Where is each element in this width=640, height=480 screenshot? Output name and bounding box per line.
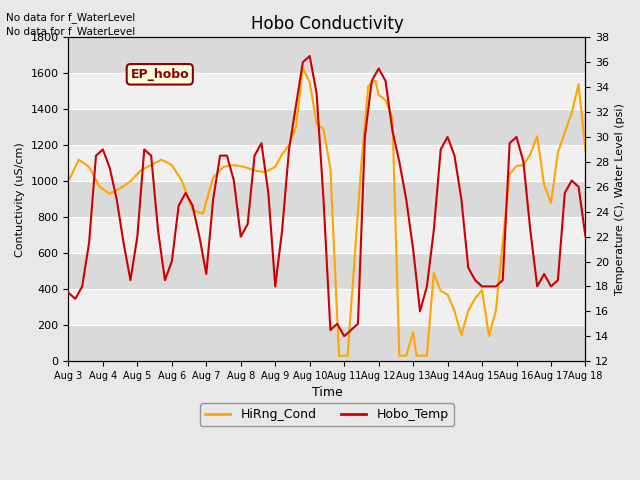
Text: No data for f_WaterLevel: No data for f_WaterLevel — [6, 26, 136, 37]
Bar — [68, 325, 586, 361]
Bar — [68, 37, 586, 73]
Legend: HiRng_Cond, Hobo_Temp: HiRng_Cond, Hobo_Temp — [200, 403, 454, 426]
Bar — [68, 181, 586, 217]
Text: EP_hobo: EP_hobo — [131, 68, 189, 81]
Bar — [68, 253, 586, 289]
Y-axis label: Temperature (C), Water Level (psi): Temperature (C), Water Level (psi) — [615, 103, 625, 295]
Text: No data for f_WaterLevel: No data for f_WaterLevel — [6, 12, 136, 23]
Title: Hobo Conductivity: Hobo Conductivity — [251, 15, 403, 33]
X-axis label: Time: Time — [312, 386, 342, 399]
Bar — [68, 109, 586, 145]
Y-axis label: Contuctivity (uS/cm): Contuctivity (uS/cm) — [15, 142, 25, 257]
